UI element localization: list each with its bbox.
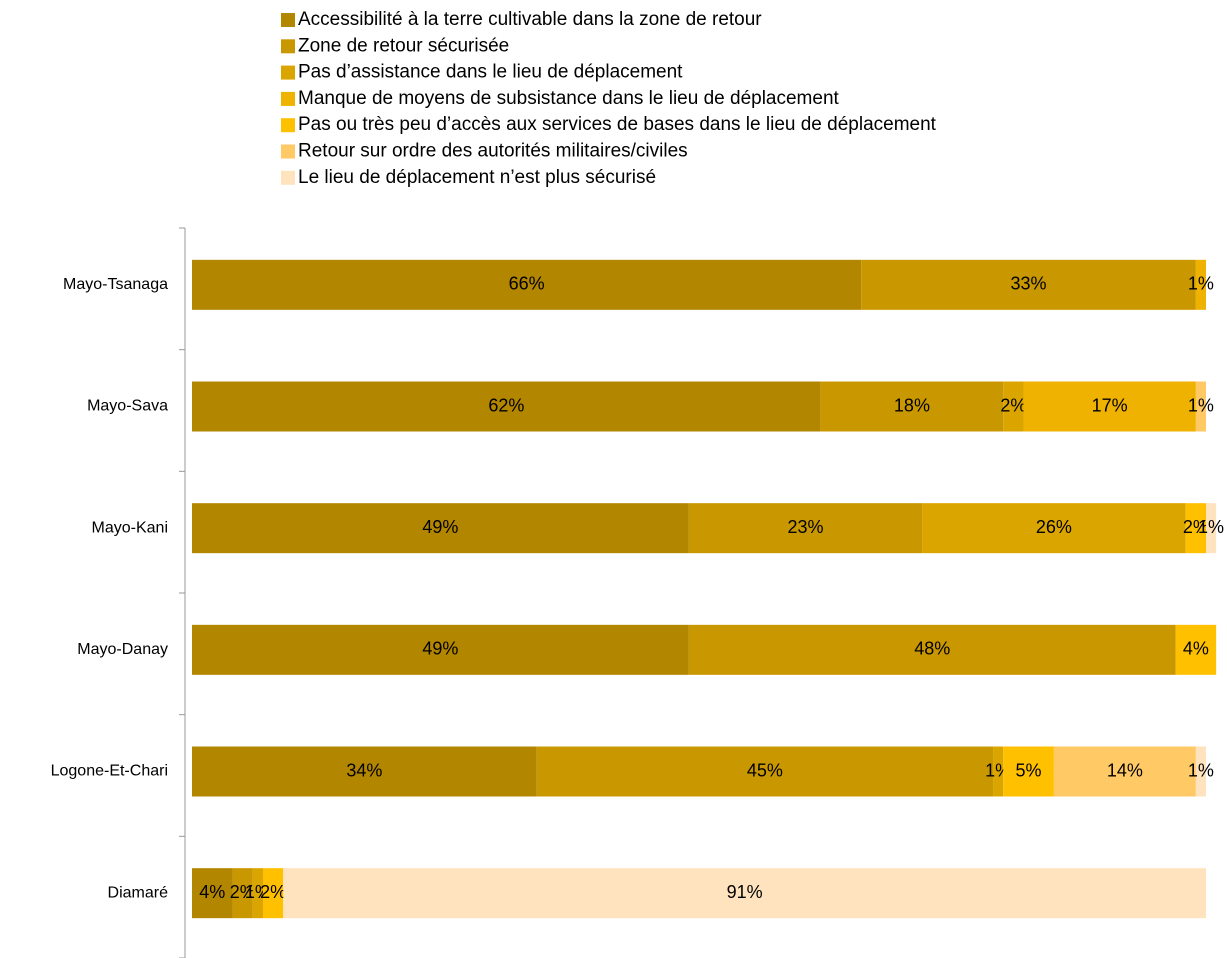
bar-segment: [993, 746, 1004, 797]
legend-label: Manque de moyens de subsistance dans le …: [298, 88, 840, 109]
data-label: 1%: [1188, 760, 1214, 780]
data-label: 4%: [1183, 639, 1209, 659]
data-label: 48%: [914, 639, 950, 659]
bar-segment: [1185, 503, 1206, 554]
data-label: 4%: [199, 882, 225, 902]
data-label: 49%: [422, 517, 458, 537]
data-label: 17%: [1092, 395, 1128, 415]
data-label: 1%: [1188, 395, 1214, 415]
data-label: 2%: [1000, 395, 1026, 415]
bar-segment: [1195, 259, 1206, 310]
data-label: 2%: [260, 882, 286, 902]
data-label: 5%: [1016, 760, 1042, 780]
data-label: 34%: [346, 760, 382, 780]
bar-segment: [820, 381, 1004, 432]
category-label: Mayo-Kani: [92, 519, 168, 536]
bar-segment: [252, 868, 263, 919]
legend-swatch: [281, 65, 295, 80]
bar-segment: [688, 503, 923, 554]
legend-swatch: [281, 13, 295, 27]
bar-segment: [283, 868, 1206, 919]
bar-segment: [922, 503, 1186, 554]
data-label: 45%: [747, 760, 783, 780]
category-label: Logone-Et-Chari: [51, 763, 168, 780]
bar-segment: [1175, 624, 1217, 675]
legend-swatch: [281, 39, 295, 54]
data-label: 23%: [787, 517, 823, 537]
bar-segment: [1195, 381, 1206, 432]
bar-segment: [192, 868, 233, 919]
data-label: 2%: [230, 882, 256, 902]
data-label: 1%: [1188, 274, 1214, 294]
bar-segment: [1195, 746, 1206, 797]
category-label: Diamaré: [108, 884, 169, 901]
data-label: 91%: [727, 882, 763, 902]
bar-segment: [1206, 503, 1217, 554]
bar-segment: [688, 624, 1176, 675]
bar-segment: [192, 381, 821, 432]
legend-label: Pas d’assistance dans le lieu de déplace…: [298, 62, 683, 83]
legend-swatch: [281, 144, 295, 159]
legend-label: Le lieu de déplacement n’est plus sécuri…: [298, 167, 656, 188]
legend-swatch: [281, 118, 295, 133]
legend-label: Zone de retour sécurisée: [298, 35, 509, 56]
bar-segment: [262, 868, 284, 919]
category-label: Mayo-Tsanaga: [63, 276, 168, 293]
data-label: 14%: [1107, 760, 1143, 780]
data-label: 49%: [422, 639, 458, 659]
bar-segment: [1023, 381, 1196, 432]
bar-segment: [192, 624, 689, 675]
legend-label: Retour sur ordre des autorités militaire…: [298, 141, 688, 162]
bar-segment: [536, 746, 994, 797]
bar-segment: [1003, 746, 1054, 797]
bar-segment: [192, 746, 537, 797]
bar-segment: [232, 868, 253, 919]
data-label: 1%: [1198, 517, 1224, 537]
data-label: 62%: [488, 395, 524, 415]
bar-segment: [861, 259, 1196, 310]
data-label: 66%: [509, 274, 545, 294]
bar-segment: [1003, 381, 1024, 432]
legend-swatch: [281, 91, 295, 106]
data-label: 26%: [1036, 517, 1072, 537]
bar-segment: [1053, 746, 1196, 797]
legend-swatch: [281, 170, 295, 185]
category-label: Mayo-Sava: [87, 398, 168, 415]
legend-label: Accessibilité à la terre cultivable dans…: [298, 9, 762, 30]
category-label: Mayo-Danay: [77, 641, 168, 658]
data-label: 2%: [1183, 517, 1209, 537]
legend-label: Pas ou très peu d’accès aux services de …: [298, 114, 937, 135]
bar-segment: [192, 503, 689, 554]
data-label: 18%: [894, 395, 930, 415]
data-label: 33%: [1011, 274, 1047, 294]
bar-segment: [192, 259, 862, 310]
